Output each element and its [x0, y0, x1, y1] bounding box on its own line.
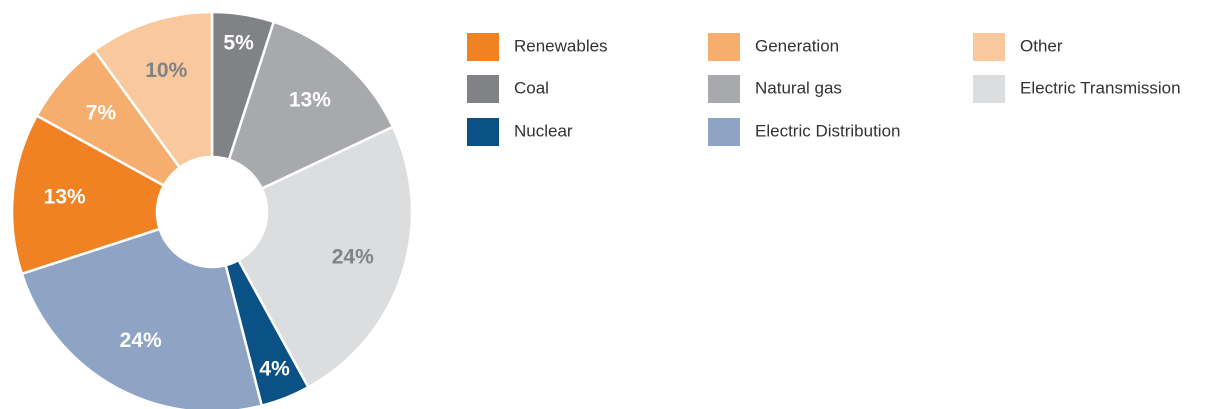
slice-label: 7% — [86, 102, 117, 125]
legend-swatch — [708, 33, 740, 61]
legend-swatch — [973, 33, 1005, 61]
slice — [20, 227, 264, 409]
legend-label: Coal — [514, 78, 549, 97]
slice — [236, 125, 414, 389]
legend-swatch — [467, 33, 499, 61]
legend-label: Generation — [755, 36, 839, 55]
legend-label: Electric Transmission — [1020, 78, 1181, 97]
legend-swatch — [973, 75, 1005, 103]
legend-label: Electric Distribution — [755, 121, 901, 140]
legend-label: Natural gas — [755, 78, 842, 97]
slice — [92, 10, 214, 170]
legend-swatch — [708, 75, 740, 103]
slice-label: 24% — [332, 245, 374, 268]
slice — [10, 113, 166, 276]
legend-label: Renewables — [514, 36, 608, 55]
legend-swatch — [708, 118, 740, 146]
slice-label: 4% — [259, 358, 290, 381]
slice — [227, 20, 395, 191]
legend-swatch — [467, 118, 499, 146]
slice-label: 5% — [223, 32, 254, 55]
slice-label: 24% — [120, 329, 162, 352]
legend-swatch — [467, 75, 499, 103]
legend-label: Other — [1020, 36, 1063, 55]
legend-label: Nuclear — [514, 121, 573, 140]
slice-label: 13% — [44, 186, 86, 209]
slice-label: 13% — [289, 89, 331, 112]
slice-label: 10% — [145, 59, 187, 82]
